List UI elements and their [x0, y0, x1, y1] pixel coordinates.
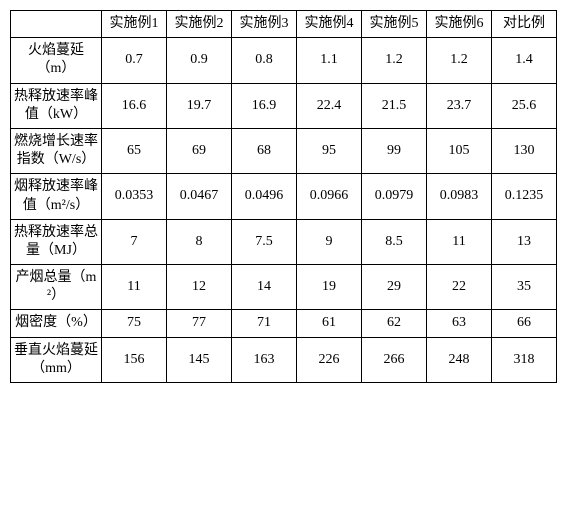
row-label: 烟释放速率峰值（m²/s） [11, 174, 102, 219]
cell: 66 [492, 310, 557, 337]
cell: 318 [492, 337, 557, 382]
table-row: 垂直火焰蔓延（mm） 156 145 163 226 266 248 318 [11, 337, 557, 382]
cell: 13 [492, 219, 557, 264]
cell: 35 [492, 265, 557, 310]
cell: 29 [362, 265, 427, 310]
cell: 16.9 [232, 83, 297, 128]
data-table: 实施例1 实施例2 实施例3 实施例4 实施例5 实施例6 对比例 火焰蔓延（m… [10, 10, 557, 383]
cell: 226 [297, 337, 362, 382]
cell: 8.5 [362, 219, 427, 264]
cell: 71 [232, 310, 297, 337]
cell: 1.2 [427, 38, 492, 83]
cell: 0.0467 [167, 174, 232, 219]
cell: 7.5 [232, 219, 297, 264]
header-blank [11, 11, 102, 38]
table-row: 烟释放速率峰值（m²/s） 0.0353 0.0467 0.0496 0.096… [11, 174, 557, 219]
cell: 7 [102, 219, 167, 264]
cell: 8 [167, 219, 232, 264]
cell: 163 [232, 337, 297, 382]
row-label: 垂直火焰蔓延（mm） [11, 337, 102, 382]
cell: 68 [232, 128, 297, 173]
cell: 130 [492, 128, 557, 173]
cell: 0.0353 [102, 174, 167, 219]
cell: 0.8 [232, 38, 297, 83]
col-header: 实施例5 [362, 11, 427, 38]
table-row: 烟密度（%） 75 77 71 61 62 63 66 [11, 310, 557, 337]
cell: 19.7 [167, 83, 232, 128]
cell: 75 [102, 310, 167, 337]
cell: 1.2 [362, 38, 427, 83]
row-label: 烟密度（%） [11, 310, 102, 337]
cell: 69 [167, 128, 232, 173]
cell: 22 [427, 265, 492, 310]
cell: 0.1235 [492, 174, 557, 219]
cell: 0.7 [102, 38, 167, 83]
row-label: 热释放速率总量（MJ） [11, 219, 102, 264]
cell: 77 [167, 310, 232, 337]
cell: 156 [102, 337, 167, 382]
row-label: 产烟总量（m²） [11, 265, 102, 310]
cell: 0.0496 [232, 174, 297, 219]
col-header: 实施例6 [427, 11, 492, 38]
cell: 145 [167, 337, 232, 382]
col-header: 实施例3 [232, 11, 297, 38]
table-row: 燃烧增长速率指数（W/s） 65 69 68 95 99 105 130 [11, 128, 557, 173]
cell: 266 [362, 337, 427, 382]
cell: 22.4 [297, 83, 362, 128]
col-header: 实施例2 [167, 11, 232, 38]
cell: 0.9 [167, 38, 232, 83]
table-row: 热释放速率总量（MJ） 7 8 7.5 9 8.5 11 13 [11, 219, 557, 264]
cell: 63 [427, 310, 492, 337]
cell: 25.6 [492, 83, 557, 128]
table-body: 火焰蔓延（m） 0.7 0.9 0.8 1.1 1.2 1.2 1.4 热释放速… [11, 38, 557, 383]
cell: 9 [297, 219, 362, 264]
cell: 0.0979 [362, 174, 427, 219]
cell: 95 [297, 128, 362, 173]
cell: 11 [102, 265, 167, 310]
cell: 14 [232, 265, 297, 310]
cell: 61 [297, 310, 362, 337]
cell: 62 [362, 310, 427, 337]
cell: 99 [362, 128, 427, 173]
cell: 21.5 [362, 83, 427, 128]
row-label: 热释放速率峰值（kW） [11, 83, 102, 128]
col-header: 实施例4 [297, 11, 362, 38]
cell: 16.6 [102, 83, 167, 128]
cell: 1.1 [297, 38, 362, 83]
cell: 0.0966 [297, 174, 362, 219]
table-row: 产烟总量（m²） 11 12 14 19 29 22 35 [11, 265, 557, 310]
table-row: 热释放速率峰值（kW） 16.6 19.7 16.9 22.4 21.5 23.… [11, 83, 557, 128]
table-header-row: 实施例1 实施例2 实施例3 实施例4 实施例5 实施例6 对比例 [11, 11, 557, 38]
cell: 19 [297, 265, 362, 310]
col-header: 实施例1 [102, 11, 167, 38]
cell: 1.4 [492, 38, 557, 83]
cell: 0.0983 [427, 174, 492, 219]
col-header: 对比例 [492, 11, 557, 38]
row-label: 火焰蔓延（m） [11, 38, 102, 83]
row-label: 燃烧增长速率指数（W/s） [11, 128, 102, 173]
table-row: 火焰蔓延（m） 0.7 0.9 0.8 1.1 1.2 1.2 1.4 [11, 38, 557, 83]
cell: 11 [427, 219, 492, 264]
cell: 105 [427, 128, 492, 173]
cell: 248 [427, 337, 492, 382]
cell: 12 [167, 265, 232, 310]
cell: 23.7 [427, 83, 492, 128]
cell: 65 [102, 128, 167, 173]
